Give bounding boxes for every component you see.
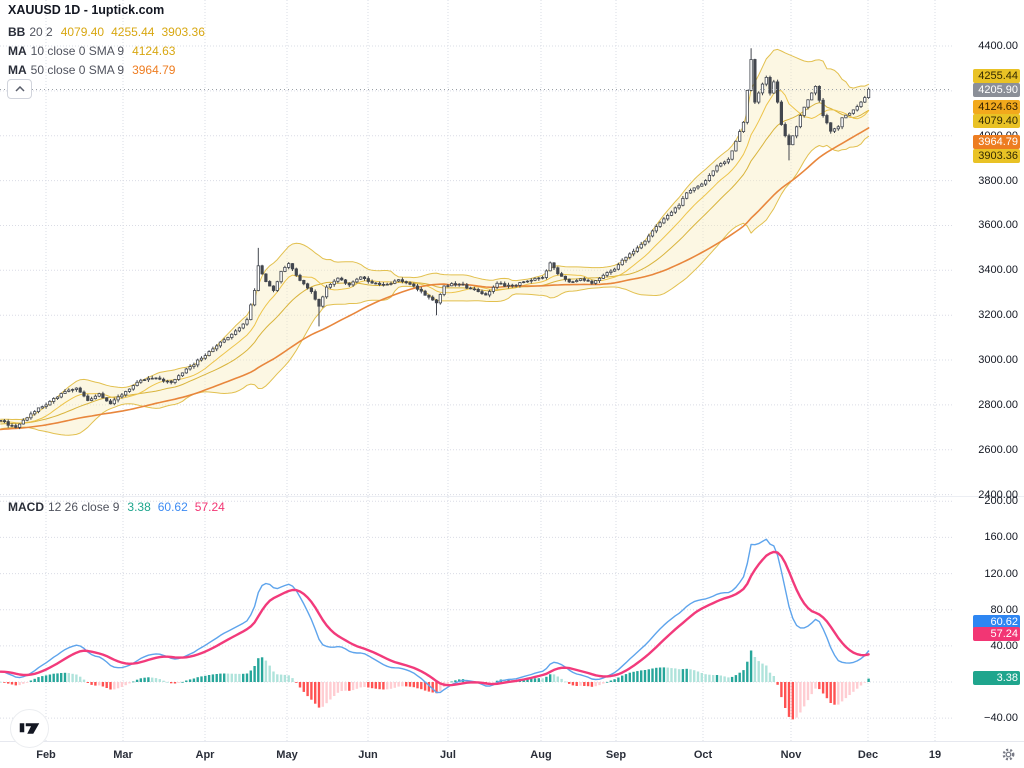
time-axis-label[interactable]: Sep <box>605 749 627 761</box>
time-axis-label[interactable]: Aug <box>530 749 552 761</box>
price-axis-label: 3600.00 <box>978 219 1018 232</box>
collapse-legend-button[interactable] <box>7 79 32 99</box>
symbol-title[interactable]: XAUUSD 1D - 1uptick.com <box>8 3 165 17</box>
price-badge: 4079.40 <box>973 114 1020 128</box>
bb-name: BB <box>8 24 26 39</box>
pane-separator[interactable] <box>0 496 1024 497</box>
macd-axis-label: −40.00 <box>984 712 1018 725</box>
macd-badge: 60.62 <box>973 615 1020 629</box>
macd-axis-label: 160.00 <box>984 531 1018 544</box>
time-axis-border <box>0 741 1024 742</box>
bb-indicator-row[interactable]: BB 20 2 4079.40 4255.44 3903.36 <box>8 26 212 38</box>
time-axis-label[interactable]: Apr <box>195 749 215 761</box>
macd-indicator-row[interactable]: MACD 12 26 close 9 3.38 60.62 57.24 <box>8 500 232 514</box>
bb-basis-value: 4079.40 <box>60 24 105 39</box>
ma10-name: MA <box>8 43 27 58</box>
macd-badge: 3.38 <box>973 671 1020 685</box>
time-axis-label[interactable]: May <box>276 749 298 761</box>
time-axis-settings-button[interactable] <box>998 744 1018 764</box>
price-axis-label: 3200.00 <box>978 309 1018 322</box>
time-axis-label[interactable]: Nov <box>780 749 802 761</box>
ma10-value: 4124.63 <box>132 43 176 58</box>
time-axis-label[interactable]: Dec <box>857 749 879 761</box>
price-badge: 3903.36 <box>973 149 1020 163</box>
macd-line-value: 60.62 <box>157 500 188 514</box>
ma10-indicator-row[interactable]: MA 10 close 0 SMA 9 4124.63 <box>8 45 212 57</box>
time-axis-label[interactable]: Jul <box>440 749 456 761</box>
ma50-indicator-row[interactable]: MA 50 close 0 SMA 9 3964.79 <box>8 64 212 76</box>
macd-pane-chart[interactable] <box>0 497 1024 741</box>
ma50-value: 3964.79 <box>132 62 176 77</box>
price-axis-label: 3400.00 <box>978 264 1018 277</box>
price-axis-label: 3800.00 <box>978 174 1018 187</box>
macd-name: MACD <box>8 500 44 514</box>
ma50-params: 50 close 0 SMA 9 <box>30 62 125 77</box>
ma50-name: MA <box>8 62 27 77</box>
bb-upper-value: 4255.44 <box>111 24 155 39</box>
tradingview-logo-icon <box>19 723 40 734</box>
ma10-params: 10 close 0 SMA 9 <box>30 43 125 58</box>
macd-params: 12 26 close 9 <box>48 500 120 514</box>
time-axis-label[interactable]: Oct <box>693 749 713 761</box>
price-axis-label: 4400.00 <box>978 40 1018 52</box>
price-badge: 3964.79 <box>973 135 1020 149</box>
price-badge: 4255.44 <box>973 69 1020 83</box>
tradingview-logo[interactable] <box>10 709 49 748</box>
price-badge: 4205.90 <box>973 83 1020 97</box>
macd-hist-value: 3.38 <box>127 500 151 514</box>
macd-axis-label: 200.00 <box>984 495 1018 508</box>
price-pane-chart[interactable] <box>0 0 1024 497</box>
macd-axis-label: 120.00 <box>984 567 1018 580</box>
macd-badge: 57.24 <box>973 627 1020 641</box>
macd-axis-label: 80.00 <box>990 603 1018 616</box>
time-axis-label[interactable]: 19 <box>928 749 942 761</box>
time-axis-label[interactable]: Jun <box>358 749 378 761</box>
indicator-legend: XAUUSD 1D - 1uptick.com BB 20 2 4079.40 425… <box>8 4 212 83</box>
chevron-up-icon <box>14 86 25 92</box>
macd-axis-label: 40.00 <box>990 639 1018 652</box>
price-axis-label: 2600.00 <box>978 443 1018 456</box>
time-axis-label[interactable]: Feb <box>36 749 56 761</box>
macd-signal-value: 57.24 <box>194 500 225 514</box>
time-axis-label[interactable]: Mar <box>113 749 133 761</box>
bb-lower-value: 3903.36 <box>161 24 205 39</box>
price-axis-label: 2400.00 <box>978 488 1018 501</box>
bb-params: 20 2 <box>29 24 53 39</box>
price-axis-label: 3000.00 <box>978 354 1018 367</box>
gear-icon <box>1002 748 1014 760</box>
price-axis-label: 2800.00 <box>978 398 1018 411</box>
price-badge: 4124.63 <box>973 100 1020 114</box>
